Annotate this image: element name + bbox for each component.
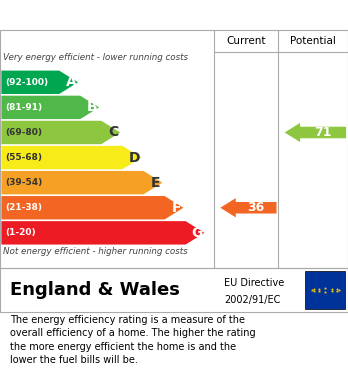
Polygon shape (1, 96, 99, 119)
Polygon shape (1, 221, 205, 244)
Text: F: F (172, 201, 181, 215)
Polygon shape (1, 171, 162, 194)
Polygon shape (1, 71, 78, 94)
Text: 2002/91/EC: 2002/91/EC (224, 295, 281, 305)
Text: (1-20): (1-20) (6, 228, 36, 237)
Text: (81-91): (81-91) (6, 103, 43, 112)
Polygon shape (285, 123, 346, 142)
Text: C: C (108, 126, 118, 140)
Text: England & Wales: England & Wales (10, 281, 180, 299)
Text: (55-68): (55-68) (6, 153, 42, 162)
Polygon shape (1, 121, 120, 144)
Polygon shape (1, 146, 141, 169)
Polygon shape (220, 198, 277, 217)
Text: 71: 71 (314, 126, 332, 139)
Text: Potential: Potential (290, 36, 336, 46)
Text: (92-100): (92-100) (6, 78, 49, 87)
Text: (69-80): (69-80) (6, 128, 42, 137)
Text: Not energy efficient - higher running costs: Not energy efficient - higher running co… (3, 247, 188, 256)
Text: (39-54): (39-54) (6, 178, 43, 187)
Polygon shape (1, 196, 183, 219)
Text: D: D (128, 151, 140, 165)
Text: B: B (87, 100, 97, 115)
Text: G: G (192, 226, 203, 240)
Text: The energy efficiency rating is a measure of the
overall efficiency of a home. T: The energy efficiency rating is a measur… (10, 315, 256, 365)
Text: (21-38): (21-38) (6, 203, 42, 212)
Text: A: A (65, 75, 76, 89)
Text: EU Directive: EU Directive (224, 278, 285, 289)
FancyBboxPatch shape (306, 271, 345, 309)
Text: E: E (150, 176, 160, 190)
Text: Very energy efficient - lower running costs: Very energy efficient - lower running co… (3, 53, 189, 62)
Text: Current: Current (227, 36, 266, 46)
Text: Energy Efficiency Rating: Energy Efficiency Rating (10, 7, 232, 23)
Text: 36: 36 (247, 201, 265, 214)
